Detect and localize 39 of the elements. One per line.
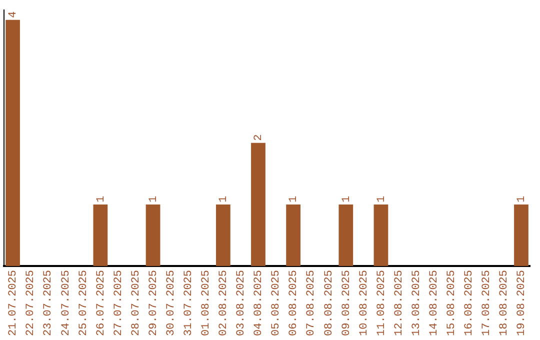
- x-tick-label: 04.08.2025: [253, 270, 266, 336]
- x-tick-label: 28.07.2025: [130, 270, 142, 336]
- data-label: 1: [148, 195, 160, 202]
- x-tick-label: 18.08.2025: [498, 270, 511, 336]
- x-tick-label: 01.08.2025: [200, 270, 213, 336]
- x-tick-label: 23.07.2025: [42, 270, 55, 336]
- data-label: 1: [516, 195, 528, 202]
- x-tick-label: 05.08.2025: [270, 270, 283, 336]
- x-tick-label: 17.08.2025: [481, 270, 494, 336]
- x-tick-label: 31.07.2025: [183, 270, 196, 336]
- x-tick-label: 21.07.2025: [8, 270, 20, 336]
- data-label: 1: [340, 195, 353, 202]
- x-tick-label: 15.08.2025: [446, 270, 458, 336]
- x-tick-label: 06.08.2025: [288, 270, 300, 336]
- x-tick-label: 27.07.2025: [112, 270, 125, 336]
- x-tick-label: 19.08.2025: [516, 270, 528, 336]
- x-tick-label: 29.07.2025: [148, 270, 160, 336]
- x-tick-label: 07.08.2025: [306, 270, 318, 336]
- x-tick-label: 14.08.2025: [428, 270, 440, 336]
- x-tick-label: 16.08.2025: [464, 270, 476, 336]
- x-tick-label: 11.08.2025: [376, 270, 388, 336]
- data-label: 4: [8, 10, 20, 18]
- x-tick-label: 10.08.2025: [358, 270, 370, 336]
- data-label: 2: [253, 134, 266, 141]
- x-tick-label: 25.07.2025: [78, 270, 90, 336]
- data-label: 1: [218, 195, 230, 202]
- x-tick-label: 03.08.2025: [236, 270, 248, 336]
- data-label: 1: [376, 195, 388, 202]
- x-tick-label: 22.07.2025: [25, 270, 38, 336]
- x-tick-label: 30.07.2025: [165, 270, 178, 336]
- x-tick-label: 26.07.2025: [95, 270, 108, 336]
- data-label: 1: [95, 195, 108, 202]
- data-label: 1: [288, 195, 300, 202]
- x-tick-label: 24.07.2025: [60, 270, 72, 336]
- x-tick-label: 12.08.2025: [393, 270, 406, 336]
- x-tick-label: 02.08.2025: [218, 270, 230, 336]
- x-tick-label: 08.08.2025: [323, 270, 336, 336]
- x-tick-label: 09.08.2025: [340, 270, 353, 336]
- x-tick-label: 13.08.2025: [410, 270, 423, 336]
